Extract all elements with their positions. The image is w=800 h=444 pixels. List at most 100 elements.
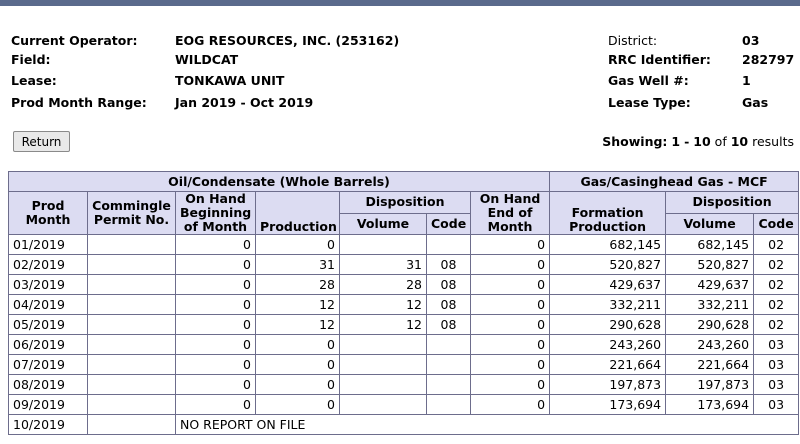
formation-production-header: Formation Production — [549, 191, 667, 235]
gas-well-value: 1 — [742, 73, 751, 88]
showing-from: 1 — [671, 134, 681, 149]
oil-code-cell: 08 — [426, 314, 471, 335]
commingle-permit-header: Commingle Permit No. — [87, 191, 176, 235]
gas-disposition-header: Disposition — [665, 191, 800, 214]
top-bar — [0, 0, 800, 6]
lease-label: Lease: — [11, 73, 57, 88]
table-row-no-report: 10/2019 NO REPORT ON FILE — [8, 414, 800, 435]
showing-suffix: results — [752, 134, 794, 149]
prod-month-range-value: Jan 2019 - Oct 2019 — [175, 95, 314, 110]
gas-well-label: Gas Well #: — [608, 73, 689, 88]
formation-production-cell: 520,827 — [549, 254, 667, 275]
formation-production-cell: 221,664 — [549, 354, 667, 375]
on-hand-begin-cell: 0 — [175, 374, 256, 395]
return-button[interactable]: Return — [13, 131, 70, 152]
table-row: 05/2019 0 12 12 08 0 290,628 290,628 02 — [8, 314, 800, 335]
oil-code-cell — [426, 354, 471, 375]
oil-code-cell — [426, 334, 471, 355]
showing-to: 10 — [693, 134, 711, 149]
gas-volume-cell: 221,664 — [665, 354, 755, 375]
commingle-cell — [87, 294, 176, 315]
on-hand-end-cell: 0 — [469, 314, 551, 335]
prod-month-cell: 05/2019 — [8, 314, 88, 335]
oil-volume-cell — [339, 354, 427, 375]
gas-code-cell: 03 — [753, 374, 800, 395]
gas-code-cell: 03 — [753, 394, 800, 415]
gas-volume-cell: 290,628 — [665, 314, 755, 335]
commingle-cell — [87, 394, 176, 415]
oil-volume-cell — [339, 374, 427, 395]
prod-month-cell: 07/2019 — [8, 354, 88, 375]
prod-month-cell: 03/2019 — [8, 274, 88, 295]
oil-volume-cell — [339, 334, 427, 355]
production-cell: 0 — [255, 234, 340, 255]
on-hand-end-cell: 0 — [469, 374, 551, 395]
oil-volume-cell: 12 — [339, 294, 427, 315]
oil-code-cell: 08 — [426, 294, 471, 315]
showing-prefix: Showing: — [602, 134, 668, 149]
oil-code-cell: 08 — [426, 274, 471, 295]
prod-month-cell: 08/2019 — [8, 374, 88, 395]
production-cell: 0 — [255, 354, 340, 375]
gas-volume-cell: 520,827 — [665, 254, 755, 275]
table-row: 02/2019 0 31 31 08 0 520,827 520,827 02 — [8, 254, 800, 275]
table-row: 06/2019 0 0 0 243,260 243,260 03 — [8, 334, 800, 355]
on-hand-begin-cell: 0 — [175, 394, 256, 415]
gas-volume-cell: 173,694 — [665, 394, 755, 415]
commingle-cell — [87, 274, 176, 295]
prod-month-cell: 09/2019 — [8, 394, 88, 415]
district-value: 03 — [742, 33, 760, 48]
showing-of: of — [714, 134, 727, 149]
current-operator-value: EOG RESOURCES, INC. (253162) — [175, 33, 400, 48]
on-hand-begin-cell: 0 — [175, 254, 256, 275]
on-hand-begin-cell: 0 — [175, 274, 256, 295]
commingle-cell — [87, 414, 176, 435]
commingle-cell — [87, 234, 176, 255]
gas-code-cell: 03 — [753, 334, 800, 355]
production-table: Oil/Condensate (Whole Barrels) Gas/Casin… — [7, 171, 800, 435]
oil-code-cell — [426, 234, 471, 255]
gas-code-cell: 02 — [753, 274, 800, 295]
oil-condensate-group-header: Oil/Condensate (Whole Barrels) — [7, 171, 551, 192]
on-hand-end-cell: 0 — [469, 294, 551, 315]
on-hand-beginning-header: On Hand Beginning of Month — [175, 191, 256, 235]
table-row: 09/2019 0 0 0 173,694 173,694 03 — [8, 394, 800, 415]
results-summary: Showing: 1 - 10 of 10 results — [602, 134, 794, 149]
production-cell: 31 — [255, 254, 340, 275]
on-hand-end-cell: 0 — [469, 234, 551, 255]
gas-code-cell: 02 — [753, 254, 800, 275]
prod-month-header: Prod Month — [8, 191, 88, 235]
gas-volume-cell: 332,211 — [665, 294, 755, 315]
oil-code-header: Code — [426, 212, 471, 235]
rrc-identifier-value: 282797 — [742, 52, 795, 67]
gas-volume-cell: 429,637 — [665, 274, 755, 295]
commingle-cell — [87, 254, 176, 275]
oil-disposition-header: Disposition — [339, 191, 471, 214]
production-cell: 0 — [255, 334, 340, 355]
oil-code-cell — [426, 394, 471, 415]
lease-value: TONKAWA UNIT — [175, 73, 285, 88]
gas-code-cell: 02 — [753, 314, 800, 335]
on-hand-begin-cell: 0 — [175, 314, 256, 335]
table-row: 04/2019 0 12 12 08 0 332,211 332,211 02 — [8, 294, 800, 315]
no-report-cell: NO REPORT ON FILE — [174, 414, 800, 435]
on-hand-end-cell: 0 — [469, 334, 551, 355]
formation-production-cell: 682,145 — [549, 234, 667, 255]
formation-production-cell: 290,628 — [549, 314, 667, 335]
commingle-cell — [87, 374, 176, 395]
production-cell: 0 — [255, 374, 340, 395]
formation-production-cell: 429,637 — [549, 274, 667, 295]
gas-volume-cell: 197,873 — [665, 374, 755, 395]
oil-volume-cell — [339, 394, 427, 415]
on-hand-end-cell: 0 — [469, 274, 551, 295]
gas-code-header: Code — [753, 212, 800, 235]
commingle-cell — [87, 354, 176, 375]
on-hand-begin-cell: 0 — [175, 294, 256, 315]
oil-volume-cell: 28 — [339, 274, 427, 295]
prod-month-cell: 04/2019 — [8, 294, 88, 315]
showing-total: 10 — [730, 134, 749, 149]
formation-production-cell: 173,694 — [549, 394, 667, 415]
prod-month-cell: 06/2019 — [8, 334, 88, 355]
table-row: 03/2019 0 28 28 08 0 429,637 429,637 02 — [8, 274, 800, 295]
gas-code-cell: 02 — [753, 294, 800, 315]
